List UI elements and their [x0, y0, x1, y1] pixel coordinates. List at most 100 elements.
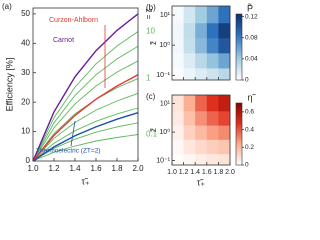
x-tick-label: 1.0: [27, 164, 39, 173]
heatmap-cell: [172, 68, 184, 81]
heatmap-cell: [183, 153, 196, 166]
colorbar-tick-label: 0.4: [245, 126, 254, 133]
x-tick-label: 1.8: [214, 169, 224, 176]
y-axis-label: Efficiency [%]: [4, 58, 14, 112]
y-tick-label: 10⁰: [159, 128, 170, 136]
x-tick-label: 1.4: [190, 169, 200, 176]
series-line: [32, 112, 139, 162]
heatmap-cell: [195, 6, 208, 24]
y-tick-label: 10⁰: [159, 41, 170, 49]
series-line: [32, 60, 139, 162]
y-tick-label: 20: [21, 97, 30, 106]
heatmap-cell: [195, 95, 208, 112]
y-tick-label: 10: [21, 127, 30, 136]
y-axis-label: z̃: [149, 41, 158, 45]
colorbar-tick-label: 0.08: [245, 34, 258, 41]
heatmap-cell: [195, 153, 208, 166]
colorbar-tick-label: 0.12: [245, 13, 258, 20]
y-tick-label: 0: [26, 156, 31, 165]
panel-label: (b): [146, 3, 156, 12]
z-value-label: 1: [146, 74, 151, 83]
series-line: [32, 92, 139, 162]
page: {"chart_data":[ {"type":"line","panel_la…: [2, 2, 259, 188]
x-tick-label: 2.0: [225, 169, 235, 176]
heatmap-cell: [206, 38, 219, 54]
heatmap-cell: [183, 53, 196, 69]
heatmap-cell: [183, 38, 196, 54]
heatmap-cell: [206, 139, 219, 155]
heatmap-cell: [206, 6, 219, 24]
heatmap-cell: [172, 53, 184, 69]
series-line: [32, 13, 139, 162]
heatmap-cell: [183, 95, 196, 112]
heatmap-cell: [195, 139, 208, 155]
panel-label: (a): [2, 2, 12, 11]
series-label: Carnot: [53, 37, 74, 44]
heatmap-cell: [218, 153, 231, 166]
x-axis-label: τ̃₊: [81, 176, 90, 186]
plot-frame: [171, 94, 231, 166]
series-line: [32, 31, 139, 162]
heatmap-cell: [218, 22, 231, 39]
series-label: Curzon-Ahlborn: [49, 17, 98, 24]
annotation-arrow: [70, 120, 76, 147]
heatmap-cell: [183, 111, 196, 126]
colorbar-tick-label: 0.6: [245, 109, 254, 116]
series-line: [32, 107, 139, 162]
heatmap-cell: [195, 68, 208, 81]
heatmap-cell: [172, 111, 184, 126]
colorbar-tick-label: 0.2: [245, 144, 254, 151]
colorbar-tick-label: 0: [245, 77, 249, 84]
series-line: [32, 45, 139, 162]
y-tick-label: 50: [21, 9, 30, 18]
heatmap-cell: [218, 125, 231, 140]
panel-label: (c): [146, 92, 156, 101]
heatmap-cell: [218, 6, 231, 24]
x-tick-label: 1.6: [90, 164, 102, 173]
heatmap-cell: [195, 125, 208, 140]
heatmap-cell: [206, 53, 219, 69]
heatmap-cell: [172, 22, 184, 39]
heatmap-cell: [195, 38, 208, 54]
colorbar-label: P̃: [247, 3, 253, 13]
y-tick-label: 10⁻¹: [156, 72, 170, 79]
series-label: Thermoelectric (ZT=2): [36, 148, 100, 155]
x-axis-label: τ̃₊: [197, 177, 206, 187]
series-line: [32, 74, 139, 162]
plot-frame: [171, 5, 231, 81]
heatmap-cell: [172, 38, 184, 54]
colorbar-tick-label: 0: [245, 162, 249, 169]
y-tick-label: 40: [21, 38, 30, 47]
x-tick-label: 1.2: [48, 164, 60, 173]
heatmap-cell: [206, 68, 219, 81]
heatmap-cell: [218, 53, 231, 69]
heatmap-cell: [206, 153, 219, 166]
x-tick-label: 1.8: [111, 164, 123, 173]
heatmap-cell: [218, 139, 231, 155]
z-label: z̃ =: [144, 8, 153, 20]
heatmap-cell: [172, 95, 184, 112]
z-value-label: 0.1: [146, 130, 158, 139]
heatmap-cell: [195, 22, 208, 39]
heatmap-cell: [218, 68, 231, 81]
heatmap-cell: [206, 22, 219, 39]
y-tick-label: 30: [21, 68, 30, 77]
heatmap-cell: [183, 22, 196, 39]
heatmap-cell: [218, 95, 231, 112]
y-tick-label: 10⁻¹: [156, 157, 170, 164]
heatmap-cell: [183, 139, 196, 155]
x-tick-label: 1.2: [179, 169, 189, 176]
heatmap-cell: [206, 111, 219, 126]
plot-frame: [32, 7, 139, 162]
y-tick-label: 10¹: [160, 12, 171, 19]
heatmap-cell: [195, 53, 208, 69]
heatmap-cell: [183, 6, 196, 24]
heatmap-cell: [218, 38, 231, 54]
x-tick-label: 1.6: [202, 169, 212, 176]
x-tick-label: 2.0: [132, 164, 144, 173]
colorbar-label: η̃: [247, 92, 256, 102]
series-line: [32, 134, 139, 162]
colorbar: [235, 13, 243, 81]
heatmap-cell: [218, 111, 231, 126]
